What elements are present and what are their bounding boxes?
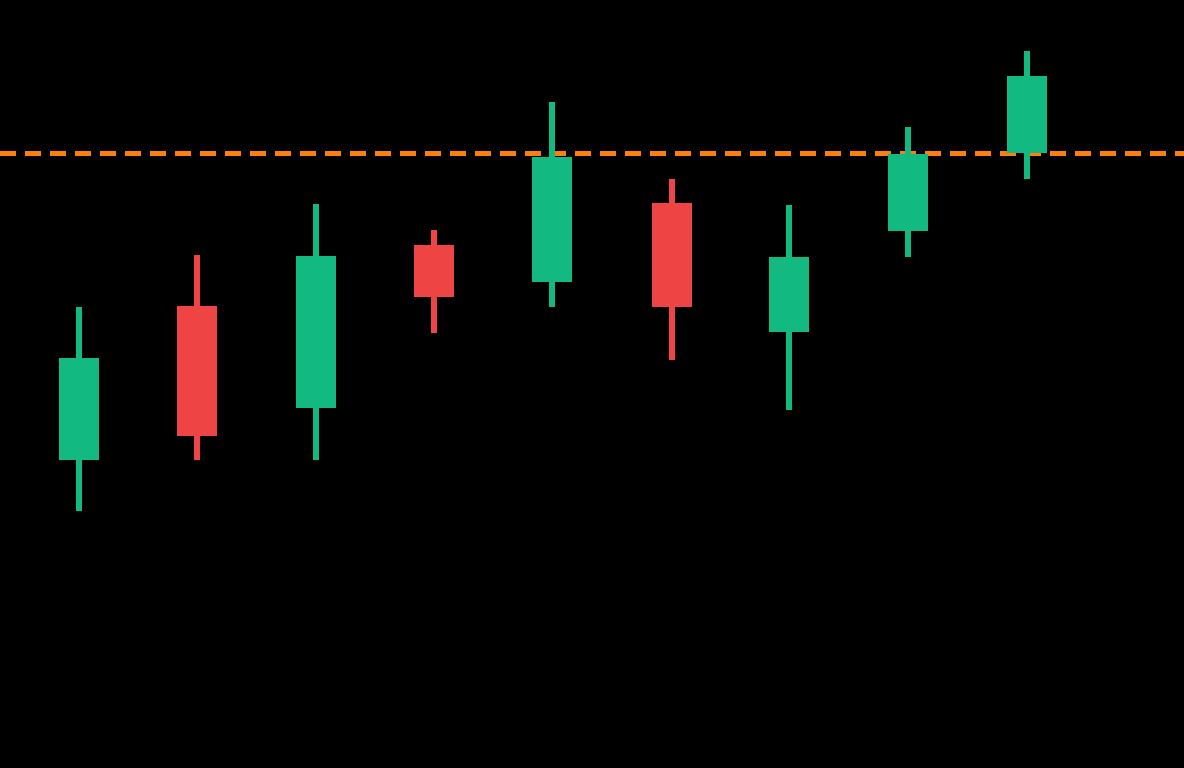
candle-body xyxy=(414,245,454,297)
candle-body xyxy=(1007,76,1047,153)
candle-body xyxy=(177,306,217,436)
candle-body xyxy=(888,154,928,231)
candle-body xyxy=(652,203,692,307)
candle-body xyxy=(769,257,809,332)
candle-body xyxy=(532,157,572,282)
candle-body xyxy=(296,256,336,408)
resistance-dashed-line xyxy=(0,151,1184,156)
candle-body xyxy=(59,358,99,460)
